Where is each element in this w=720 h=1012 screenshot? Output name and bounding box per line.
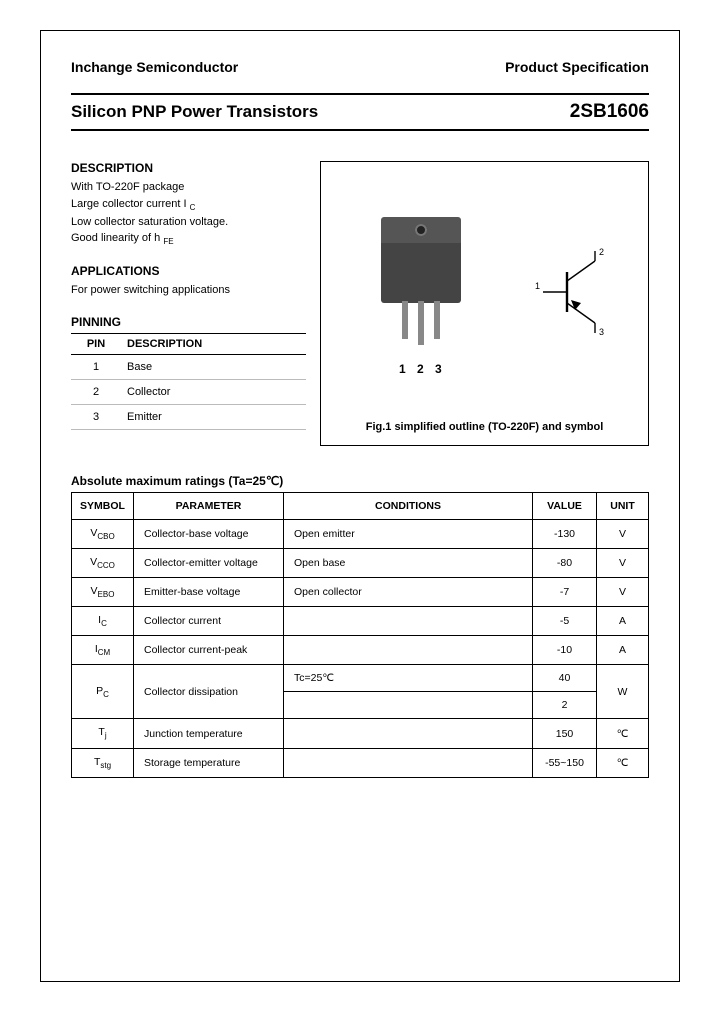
desc-line: Low collector saturation voltage. (71, 214, 306, 231)
description-lines: With TO-220F package Large collector cur… (71, 179, 306, 248)
figure-column: 1 2 3 1 2 3 Fig.1 simplified outline (TO… (320, 161, 649, 446)
ratings-col-header: UNIT (597, 493, 649, 520)
datasheet-page: Inchange Semiconductor Product Specifica… (40, 30, 680, 982)
desc-line: With TO-220F package (71, 179, 306, 196)
table-row: VCCO Collector-emitter voltage Open base… (72, 549, 649, 578)
ratings-col-header: CONDITIONS (284, 493, 533, 520)
table-row: IC Collector current -5 A (72, 607, 649, 636)
mounting-hole-icon (415, 224, 427, 236)
table-row: VCBO Collector-base voltage Open emitter… (72, 520, 649, 549)
lead-icon (434, 301, 440, 339)
table-row: PC Collector dissipation Tc=25℃ 40 W (72, 665, 649, 692)
transistor-symbol-icon: 1 2 3 (533, 247, 613, 337)
page-header: Inchange Semiconductor Product Specifica… (71, 59, 649, 75)
table-row: Tj Junction temperature 150 ℃ (72, 719, 649, 748)
product-title: Silicon PNP Power Transistors (71, 102, 318, 122)
ratings-col-header: PARAMETER (134, 493, 284, 520)
description-heading: DESCRIPTION (71, 161, 306, 175)
table-row: VEBO Emitter-base voltage Open collector… (72, 578, 649, 607)
applications-heading: APPLICATIONS (71, 264, 306, 278)
title-bar: Silicon PNP Power Transistors 2SB1606 (71, 93, 649, 131)
package-leads (381, 301, 461, 345)
applications-section: APPLICATIONS For power switching applica… (71, 264, 306, 299)
app-line: For power switching applications (71, 282, 306, 299)
package-drawing (381, 217, 461, 345)
pin-numbers-label: 1 2 3 (399, 362, 446, 376)
svg-text:2: 2 (599, 247, 604, 257)
package-body (381, 243, 461, 303)
table-row: 3Emitter (71, 404, 306, 429)
doc-type: Product Specification (505, 59, 649, 75)
table-row: ICM Collector current-peak -10 A (72, 636, 649, 665)
table-row: 1Base (71, 354, 306, 379)
table-row: 2Collector (71, 379, 306, 404)
svg-text:1: 1 (535, 281, 540, 291)
desc-line: Good linearity of h FE (71, 230, 306, 248)
table-row: Tstg Storage temperature -55~150 ℃ (72, 748, 649, 777)
description-section: DESCRIPTION With TO-220F package Large c… (71, 161, 306, 248)
pinning-section: PINNING PIN DESCRIPTION 1Base 2Collector… (71, 315, 306, 430)
pin-col-header: DESCRIPTION (121, 333, 306, 354)
pinning-heading: PINNING (71, 315, 306, 329)
ratings-col-header: VALUE (533, 493, 597, 520)
ratings-col-header: SYMBOL (72, 493, 134, 520)
ratings-table: SYMBOL PARAMETER CONDITIONS VALUE UNIT V… (71, 492, 649, 778)
lead-icon (418, 301, 424, 345)
ratings-heading: Absolute maximum ratings (Ta=25℃) (71, 474, 649, 488)
left-column: DESCRIPTION With TO-220F package Large c… (71, 161, 306, 446)
svg-text:3: 3 (599, 327, 604, 337)
pin-col-header: PIN (71, 333, 121, 354)
applications-lines: For power switching applications (71, 282, 306, 299)
pinning-table: PIN DESCRIPTION 1Base 2Collector 3Emitte… (71, 333, 306, 430)
top-content: DESCRIPTION With TO-220F package Large c… (71, 161, 649, 446)
figure-box: 1 2 3 1 2 3 Fig.1 simplified outline (TO… (320, 161, 649, 446)
company-name: Inchange Semiconductor (71, 59, 238, 75)
lead-icon (402, 301, 408, 339)
desc-line: Large collector current I C (71, 196, 306, 214)
figure-caption: Fig.1 simplified outline (TO-220F) and s… (321, 421, 648, 433)
part-number: 2SB1606 (570, 101, 649, 123)
package-tab (381, 217, 461, 243)
